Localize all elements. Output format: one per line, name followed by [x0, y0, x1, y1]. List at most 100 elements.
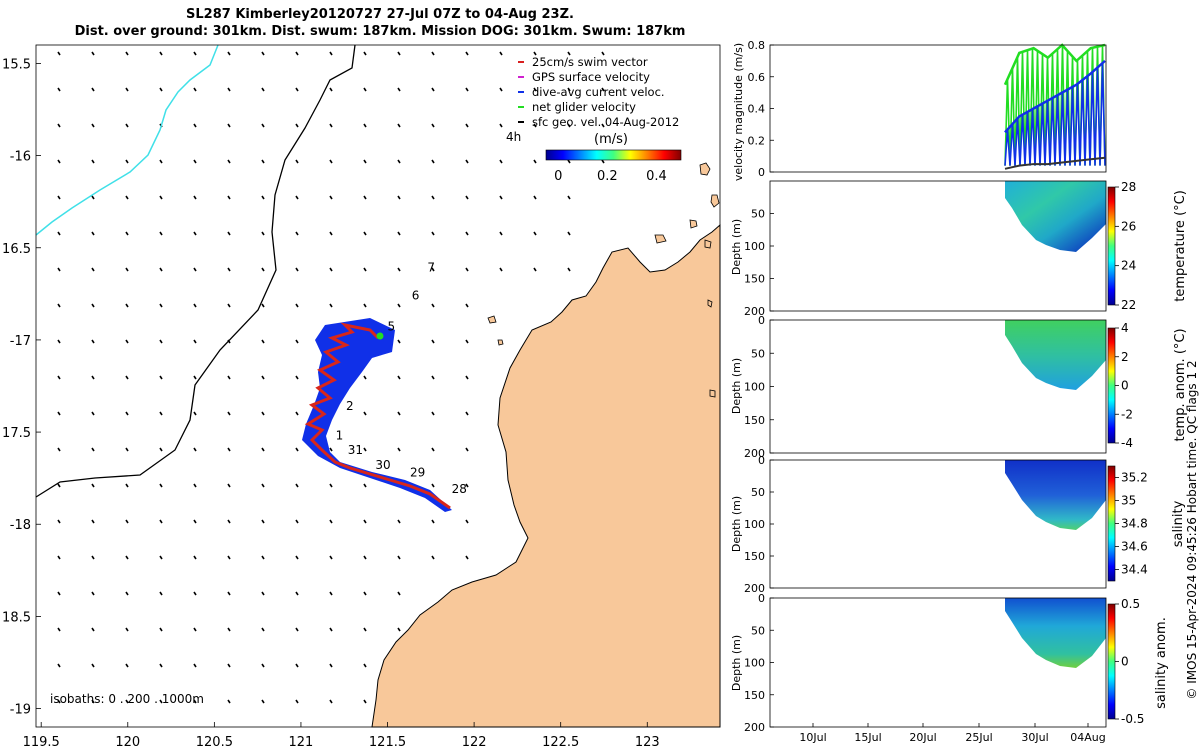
geo-vector — [499, 51, 503, 56]
geo-vector — [465, 339, 469, 344]
glider-track-line — [304, 322, 451, 510]
depth-tick-label: 100 — [744, 518, 765, 531]
salinity-colorbar — [1107, 465, 1116, 582]
geo-vector — [329, 51, 333, 56]
geo-vector — [91, 519, 95, 524]
map-colorbar-tick-label: 0.2 — [597, 169, 618, 184]
geo-vector — [91, 339, 95, 344]
geo-vector — [159, 663, 163, 668]
geo-vector — [227, 699, 231, 704]
cbar-tick-label: 28 — [1121, 180, 1136, 194]
map-y-tick-label: -19 — [10, 703, 31, 718]
geo-vector — [363, 303, 367, 308]
geo-vector — [125, 483, 129, 488]
salinity-cbar-label: salinity — [1171, 500, 1186, 547]
geo-vector — [397, 447, 401, 452]
cbar-tick-label: -4 — [1121, 436, 1133, 450]
geo-vector — [295, 267, 299, 272]
geo-vector — [295, 231, 299, 236]
geo-vector — [329, 87, 333, 92]
geo-vector — [329, 123, 333, 128]
geo-vector — [329, 591, 333, 596]
geo-vector — [57, 195, 61, 200]
geo-vector — [601, 159, 605, 164]
geo-vector — [397, 123, 401, 128]
geo-vector — [227, 267, 231, 272]
geo-vector — [261, 447, 265, 452]
geo-vector — [363, 195, 367, 200]
geo-vector — [397, 51, 401, 56]
cbar-tick-label: 35 — [1121, 494, 1136, 508]
geo-vector — [363, 663, 367, 668]
velocity-y-tick-label: 0 — [758, 166, 765, 179]
geo-vector — [431, 195, 435, 200]
geo-vector — [57, 591, 61, 596]
depth-tick-label: 100 — [744, 381, 765, 394]
geo-vector — [91, 375, 95, 380]
map-y-tick-label: -16 — [10, 150, 31, 165]
velocity-y-tick-label: 0.4 — [748, 103, 766, 116]
geo-vector — [91, 51, 95, 56]
geo-vector — [159, 519, 163, 524]
velocity-ylabel: velocity magnitude (m/s) — [732, 43, 745, 181]
map-x-tick-label: 120.5 — [196, 735, 233, 750]
geo-vector — [261, 591, 265, 596]
geo-vector — [125, 411, 129, 416]
geo-vector — [431, 123, 435, 128]
geo-vector — [193, 87, 197, 92]
map-colorbar-tick-label: 0.4 — [646, 169, 667, 184]
isobath-200m — [35, 44, 356, 498]
legend-label: sfc geo. vel. 04-Aug-2012 — [532, 115, 679, 129]
geo-vector — [227, 123, 231, 128]
map-x-tick-label: 121 — [289, 735, 314, 750]
geo-vector — [159, 159, 163, 164]
geo-vector — [57, 627, 61, 632]
geo-vector — [125, 267, 129, 272]
geo-vector — [91, 159, 95, 164]
geo-vector — [397, 591, 401, 596]
temperature-section-fill — [1005, 181, 1106, 252]
day-label: 6 — [412, 288, 420, 302]
geo-vector — [193, 555, 197, 560]
velocity-series — [1003, 43, 1106, 170]
geo-vector — [57, 303, 61, 308]
geo-vector — [295, 591, 299, 596]
geo-vector — [295, 195, 299, 200]
geo-vector — [57, 411, 61, 416]
geo-vector — [261, 123, 265, 128]
map-colorbar-ticks: 0 0.2 0.4 — [554, 169, 667, 184]
geo-vector — [125, 159, 129, 164]
temp-anomaly-panel: Depth (m) temp. anom. (°C) — [730, 319, 1188, 454]
geo-vector — [91, 231, 95, 236]
geo-vector — [57, 663, 61, 668]
geo-vector — [329, 663, 333, 668]
geo-vector — [397, 627, 401, 632]
geo-vector — [57, 87, 61, 92]
depth-tick-label: 100 — [744, 657, 765, 670]
geo-vector — [227, 159, 231, 164]
day-label: 29 — [410, 465, 425, 479]
velocity-series-cycles — [1004, 63, 1106, 166]
geo-vector — [227, 591, 231, 596]
geo-vector — [363, 591, 367, 596]
temp-anomaly-cbar-label: temp. anom. (°C) — [1173, 328, 1188, 441]
imos-credit: © IMOS 15-Apr-2024 09:45:26 Hobart time.… — [1185, 360, 1199, 699]
geo-vector — [125, 699, 129, 704]
geo-vector — [465, 51, 469, 56]
geo-vector — [295, 159, 299, 164]
geo-vector — [363, 267, 367, 272]
geo-vector — [193, 663, 197, 668]
geo-vector — [533, 195, 537, 200]
temperature-colorbar — [1107, 186, 1116, 306]
geo-vector — [261, 339, 265, 344]
geo-vector — [159, 195, 163, 200]
geo-vector — [533, 123, 537, 128]
geo-vector — [431, 447, 435, 452]
cbar-tick-label: 24 — [1121, 259, 1136, 273]
geo-vector — [159, 339, 163, 344]
geo-vector — [363, 447, 367, 452]
date-tick-label: 20Jul — [909, 731, 936, 744]
geo-vector — [431, 87, 435, 92]
geo-vector — [57, 339, 61, 344]
